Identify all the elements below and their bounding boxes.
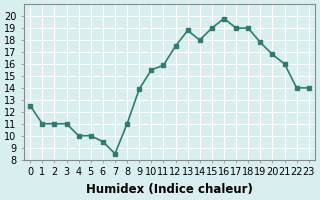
- X-axis label: Humidex (Indice chaleur): Humidex (Indice chaleur): [86, 183, 253, 196]
